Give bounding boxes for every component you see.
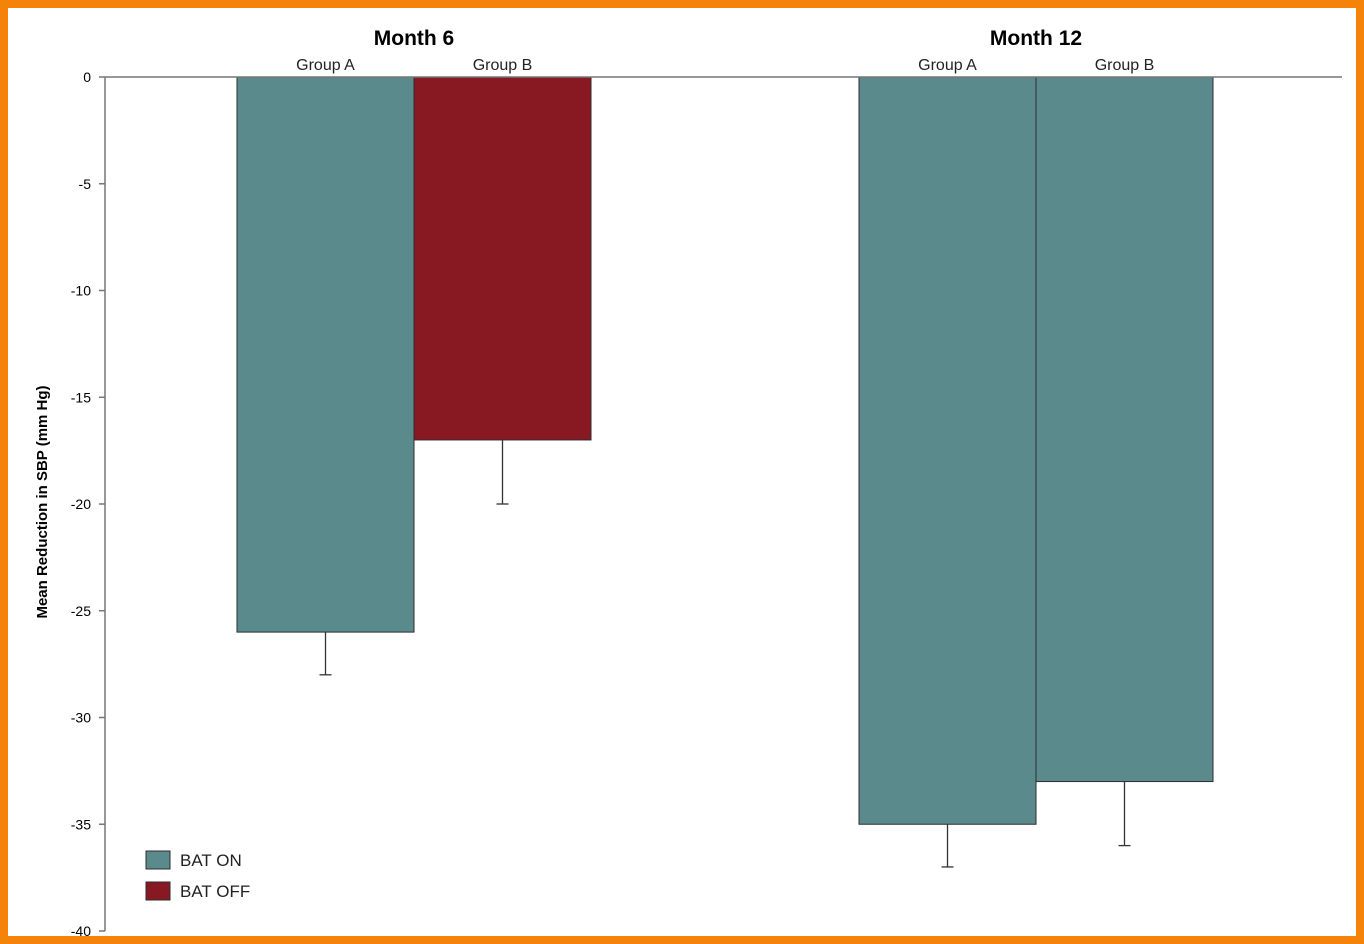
y-tick-label: -5	[79, 176, 92, 192]
y-tick-label: -25	[71, 603, 91, 619]
group-label: Group B	[1095, 57, 1155, 74]
group-label: Group B	[473, 57, 533, 74]
bar	[1035, 76, 1214, 783]
y-tick-label: -30	[71, 710, 91, 726]
period-title: Month 12	[990, 27, 1082, 50]
y-tick-label: 0	[83, 69, 91, 85]
bar	[413, 76, 592, 441]
legend-label: BAT ON	[180, 851, 242, 870]
group-label: Group A	[296, 57, 355, 74]
y-tick-label: -10	[71, 283, 91, 299]
y-tick-label: -40	[71, 923, 91, 939]
legend-label: BAT OFF	[180, 882, 250, 901]
y-tick-label: -35	[71, 816, 91, 832]
y-tick-label: -20	[71, 496, 91, 512]
bar	[236, 76, 415, 633]
group-label: Group A	[918, 57, 977, 74]
y-tick-label: -15	[71, 389, 91, 405]
period-title: Month 6	[374, 27, 454, 50]
y-axis-title: Mean Reduction in SBP (mm Hg)	[34, 385, 51, 618]
legend-swatch	[145, 881, 171, 901]
bar	[858, 76, 1037, 825]
legend-swatch	[145, 850, 171, 870]
